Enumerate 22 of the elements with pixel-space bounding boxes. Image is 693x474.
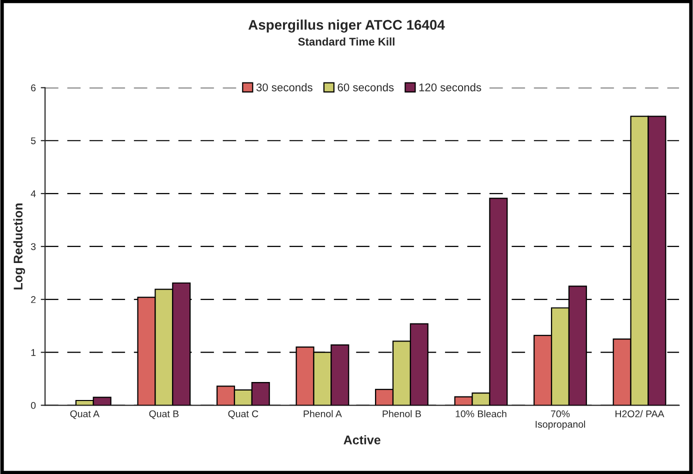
chart-title: Aspergillus niger ATCC 16404 (248, 20, 445, 33)
chart-subtitle: Standard Time Kill (298, 37, 394, 46)
x-tick-label: Quat B (149, 410, 179, 420)
y-tick-label: 2 (31, 296, 36, 303)
x-tick-label: 70% Isopropanol (536, 410, 586, 430)
y-tick-label: 4 (30, 190, 36, 198)
legend-label: 120 seconds (419, 83, 482, 92)
y-tick-label: 1 (31, 349, 36, 356)
x-tick-label: H2O2/ PAA (616, 410, 664, 418)
y-tick-label: 3 (30, 243, 36, 250)
x-tick-label: Phenol A (304, 410, 342, 418)
legend-label: 60 seconds (338, 83, 394, 92)
x-axis-title: Active (344, 435, 380, 444)
x-tick-label: 10% Bleach (456, 410, 506, 418)
y-tick-label: 6 (31, 84, 36, 92)
y-tick-label: 0 (30, 402, 36, 409)
legend-label: 30 seconds (256, 83, 312, 92)
x-tick-label: Quat A (70, 410, 100, 420)
x-tick-label: Phenol B (382, 410, 421, 418)
y-axis-title: Log Reduction (13, 204, 26, 290)
y-tick-label: 5 (31, 137, 36, 144)
x-tick-label: Quat C (228, 410, 258, 420)
